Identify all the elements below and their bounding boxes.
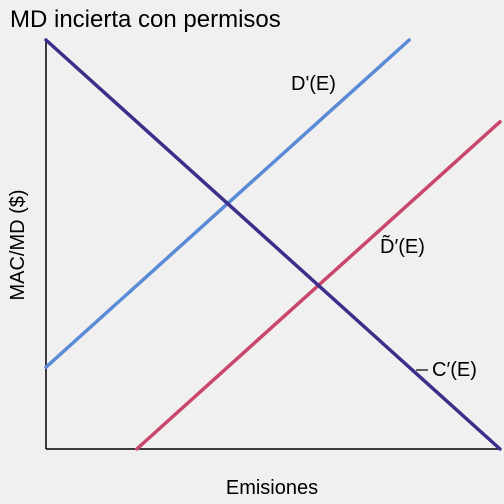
- series-label-d-prime: D'(E): [291, 73, 336, 95]
- labels-layer: D'(E) D̃′(E) C′(E): [291, 73, 477, 381]
- series-label-c-prime: C′(E): [432, 359, 477, 381]
- series-label-d-tilde-prime: D̃′(E): [380, 235, 425, 258]
- x-axis-label: Emisiones: [226, 477, 318, 499]
- axes: [45, 40, 500, 450]
- chart-title: MD incierta con permisos: [10, 6, 281, 33]
- y-axis-label: MAC/MD ($): [7, 189, 29, 300]
- series-line-c-prime: [44, 38, 502, 451]
- series-layer: [44, 38, 502, 451]
